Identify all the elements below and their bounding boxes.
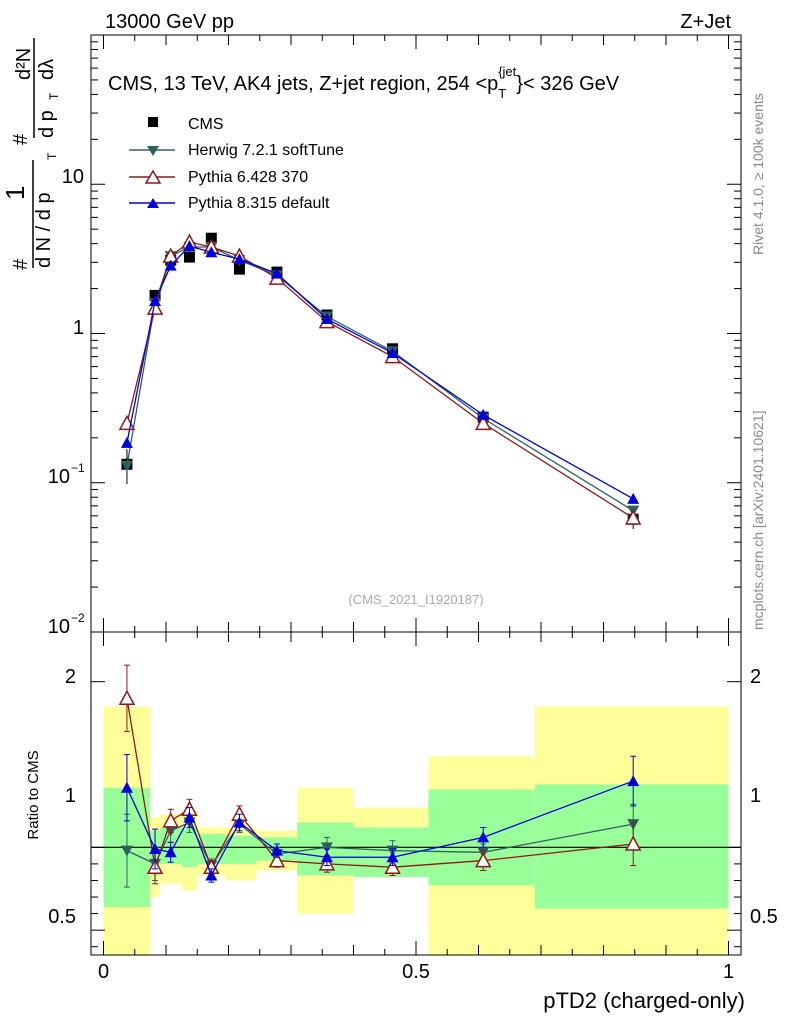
svg-text:d p: d p bbox=[36, 110, 58, 138]
ratio-ytick-label-0.5: 0.5 bbox=[48, 906, 76, 928]
ratio-point bbox=[162, 812, 179, 828]
svg-text:1: 1 bbox=[0, 186, 30, 200]
ytick-label-0.1: 10 bbox=[48, 466, 70, 488]
plot-title: CMS, 13 TeV, AK4 jets, Z+jet region, 254… bbox=[108, 64, 620, 101]
legend-label-pythia8: Pythia 8.315 default bbox=[188, 195, 330, 212]
series-herwig-7-2-1-softtune bbox=[120, 241, 640, 517]
header-left: 13000 GeV pp bbox=[105, 11, 234, 33]
ytick-label-0.01-exp: −2 bbox=[71, 611, 85, 625]
ratio-point bbox=[268, 852, 286, 868]
svg-text:d N / d p: d N / d p bbox=[33, 192, 55, 268]
data-point bbox=[320, 313, 333, 325]
ytick-label-1: 1 bbox=[73, 317, 84, 339]
legend-marker-pythia6 bbox=[144, 169, 162, 184]
svg-text:T: T bbox=[47, 92, 61, 100]
mcplots-label: mcplots.cern.ch [arXiv:2401.10621] bbox=[750, 411, 766, 630]
x-axis-label: pTD2 (charged-only) bbox=[543, 988, 745, 1013]
data-point bbox=[386, 347, 399, 359]
ratio-ytick-label-2: 2 bbox=[65, 666, 76, 688]
ratio-point bbox=[474, 852, 492, 868]
data-point bbox=[477, 408, 490, 420]
analysis-id: (CMS_2021_I1920187) bbox=[348, 592, 483, 607]
ytick-label-0.01: 10 bbox=[48, 616, 70, 638]
xtick-label: 1 bbox=[723, 961, 734, 983]
ratio-point bbox=[118, 689, 136, 706]
ratio-plot-panel: 2 1 0.5 2 1 0.5 Ratio to CMS 0 0.5 1 pTD2 … bbox=[25, 631, 778, 1013]
legend: CMS Herwig 7.2.1 softTune Pythia 6.428 3… bbox=[129, 116, 344, 212]
data-point bbox=[205, 232, 217, 244]
ratio-frame bbox=[90, 631, 742, 956]
ratio-point bbox=[270, 844, 283, 856]
ratio-point bbox=[205, 869, 218, 881]
data-point bbox=[624, 509, 642, 525]
ratio-point bbox=[627, 775, 640, 787]
data-point bbox=[120, 436, 133, 448]
ratio-point bbox=[164, 846, 177, 858]
ratio-y-axis-label: Ratio to CMS bbox=[25, 750, 42, 839]
data-point bbox=[474, 414, 492, 431]
svg-text:d²N: d²N bbox=[13, 48, 35, 80]
ratio-point bbox=[320, 842, 333, 854]
ratio-point bbox=[120, 845, 133, 857]
legend-label-herwig: Herwig 7.2.1 softTune bbox=[188, 142, 344, 159]
data-point bbox=[149, 295, 162, 307]
svg-text:#: # bbox=[10, 133, 32, 145]
ratio-point bbox=[477, 831, 490, 843]
svg-text:dλ: dλ bbox=[36, 59, 58, 80]
ratio-ytick-label-2-right: 2 bbox=[750, 666, 761, 688]
ratio-point bbox=[183, 811, 196, 823]
data-point bbox=[146, 299, 164, 315]
data-point bbox=[233, 263, 245, 275]
legend-label-cms: CMS bbox=[188, 116, 224, 133]
ratio-point bbox=[320, 851, 333, 863]
xtick-label: 0.5 bbox=[402, 961, 430, 983]
header-right: Z+Jet bbox=[680, 11, 731, 33]
legend-marker-pythia8 bbox=[147, 198, 159, 208]
data-point bbox=[233, 253, 246, 265]
series-pythia-8-315-default bbox=[120, 240, 640, 504]
ratio-point bbox=[233, 816, 246, 828]
ratio-ytick-label-1-right: 1 bbox=[750, 785, 761, 807]
svg-text:T: T bbox=[45, 152, 59, 160]
legend-marker-cms bbox=[148, 117, 158, 127]
y-axis-label: # 1 d N / d p T # d²N d p T dλ bbox=[0, 38, 61, 270]
data-point bbox=[183, 251, 195, 263]
series-line-pythia-8-315-default bbox=[126, 245, 634, 500]
ytick-label-10: 10 bbox=[62, 166, 84, 188]
rivet-label: Rivet 4.1.0, ≥ 100k events bbox=[750, 93, 766, 255]
data-point bbox=[270, 267, 283, 279]
series-cms bbox=[121, 232, 639, 529]
legend-label-pythia6: Pythia 6.428 370 bbox=[188, 169, 308, 186]
ratio-series-pythia-8-315-default bbox=[120, 754, 640, 883]
svg-text:#: # bbox=[10, 258, 32, 270]
series-line-herwig-7-2-1-softtune bbox=[126, 246, 634, 512]
series-line-pythia-6-428-370 bbox=[126, 241, 634, 519]
data-point bbox=[120, 460, 133, 472]
ratio-point bbox=[386, 851, 399, 863]
data-point bbox=[164, 259, 177, 271]
ratio-ytick-label-1: 1 bbox=[65, 785, 76, 807]
series-pythia-6-428-370 bbox=[118, 233, 642, 525]
ytick-label-0.1-exp: −1 bbox=[71, 461, 85, 475]
main-plot-panel: CMS, 13 TeV, AK4 jets, Z+jet region, 254… bbox=[0, 34, 742, 638]
ratio-ytick-label-0.5-right: 0.5 bbox=[750, 906, 778, 928]
ratio-point bbox=[384, 858, 401, 874]
data-point bbox=[205, 246, 218, 258]
ratio-point bbox=[624, 835, 642, 851]
data-point bbox=[627, 492, 640, 504]
data-point bbox=[183, 240, 196, 252]
legend-marker-herwig bbox=[147, 146, 159, 156]
ratio-point bbox=[149, 842, 162, 854]
ratio-point bbox=[120, 781, 133, 793]
xtick-label: 0 bbox=[98, 961, 109, 983]
